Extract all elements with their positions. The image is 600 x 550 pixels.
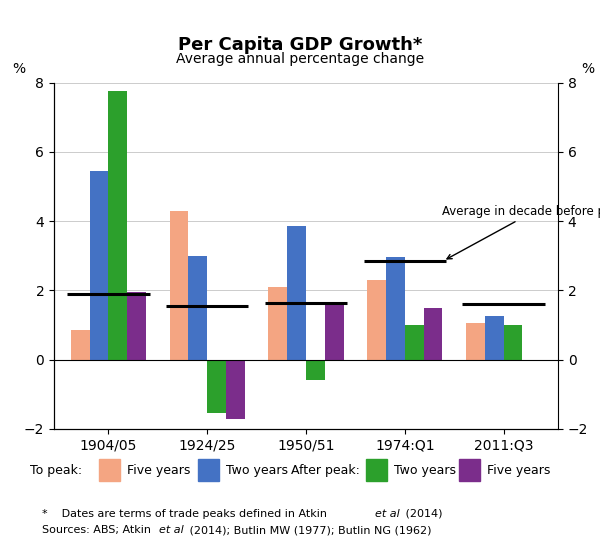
Bar (325, 304, 344, 360)
Text: To peak:: To peak: (30, 464, 82, 477)
Text: Five years: Five years (487, 464, 551, 477)
Text: Sources: ABS; Atkin: Sources: ABS; Atkin (42, 525, 155, 535)
Text: Five years: Five years (127, 464, 191, 477)
Bar (386, 257, 405, 360)
Text: et al: et al (375, 509, 400, 519)
Text: Average annual percentage change: Average annual percentage change (176, 52, 424, 66)
Bar (188, 256, 207, 360)
Bar (109, 91, 127, 360)
Bar (127, 292, 146, 360)
Bar (287, 226, 306, 360)
Bar (367, 280, 386, 360)
Bar (207, 360, 226, 414)
Y-axis label: %: % (581, 62, 595, 75)
Text: Two years: Two years (226, 464, 289, 477)
Bar (71, 330, 89, 360)
Text: Average in decade before peak: Average in decade before peak (442, 205, 600, 259)
Bar (226, 360, 245, 419)
Bar (170, 211, 188, 360)
Text: et al: et al (159, 525, 184, 535)
Bar (503, 325, 523, 360)
Bar (268, 287, 287, 360)
Bar (405, 325, 424, 360)
Text: *    Dates are terms of trade peaks defined in Atkin: * Dates are terms of trade peaks defined… (42, 509, 331, 519)
Bar (466, 323, 485, 360)
Bar (89, 171, 109, 360)
Bar (424, 308, 442, 360)
Bar (485, 316, 503, 360)
Text: (2014): (2014) (402, 509, 443, 519)
Bar (306, 360, 325, 381)
Text: After peak:: After peak: (291, 464, 360, 477)
Text: Two years: Two years (394, 464, 457, 477)
Y-axis label: %: % (12, 62, 25, 75)
Text: Per Capita GDP Growth*: Per Capita GDP Growth* (178, 36, 422, 54)
Text: (2014); Butlin MW (1977); Butlin NG (1962): (2014); Butlin MW (1977); Butlin NG (196… (186, 525, 431, 535)
